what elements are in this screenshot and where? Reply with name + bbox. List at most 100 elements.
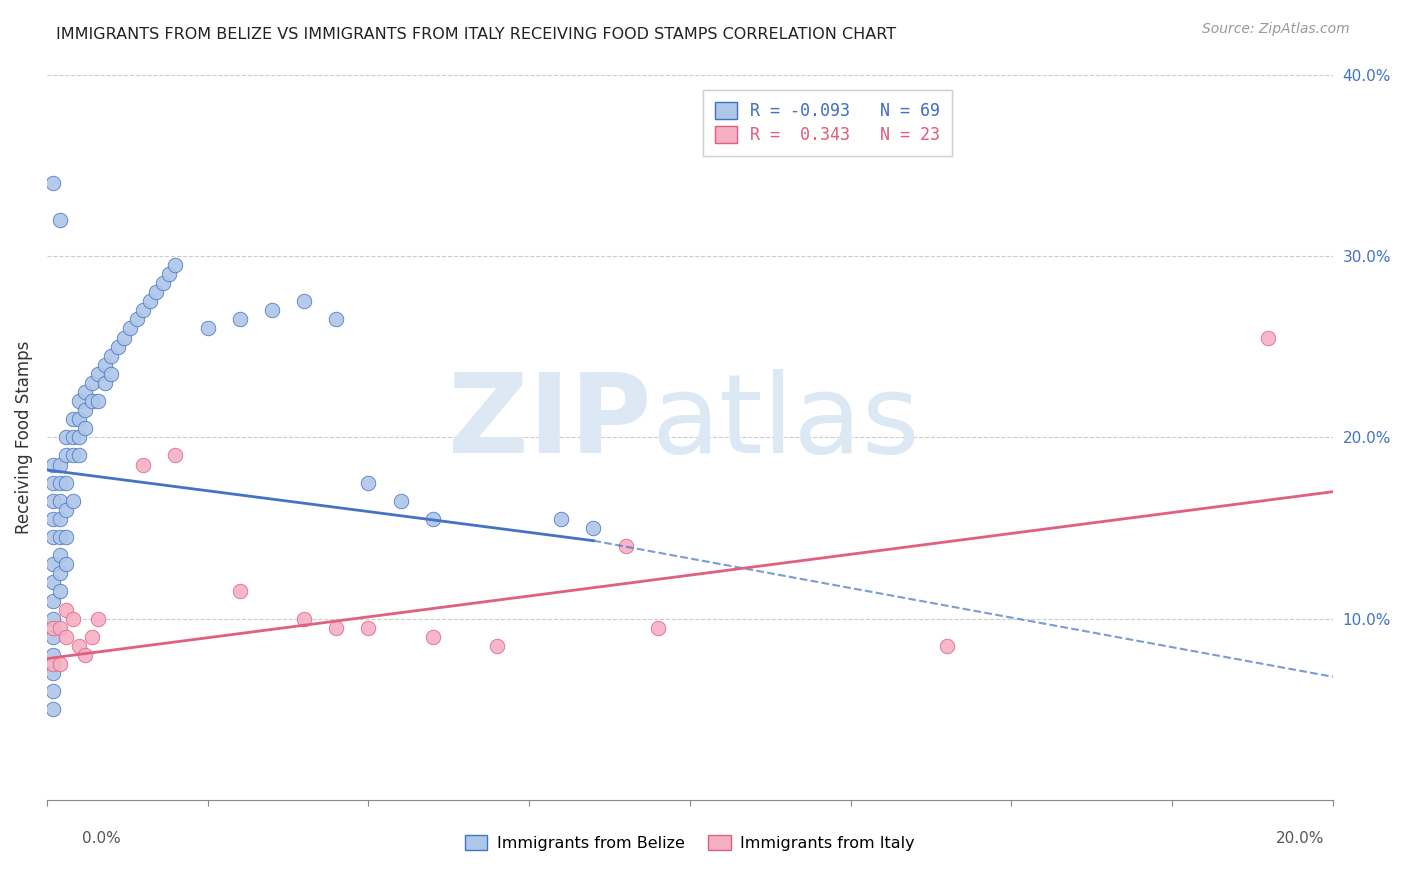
Point bbox=[55, 475, 77, 490]
Point bbox=[292, 294, 315, 309]
Text: IMMIGRANTS FROM BELIZE VS IMMIGRANTS FROM ITALY RECEIVING FOOD STAMPS CORRELATIO: IMMIGRANTS FROM BELIZE VS IMMIGRANTS FRO… bbox=[56, 27, 897, 42]
Point bbox=[55, 558, 77, 572]
Point bbox=[87, 367, 110, 381]
Point bbox=[80, 630, 103, 644]
Point bbox=[42, 458, 65, 472]
Point bbox=[48, 657, 70, 671]
Point bbox=[260, 303, 283, 318]
Text: Source: ZipAtlas.com: Source: ZipAtlas.com bbox=[1202, 22, 1350, 37]
Point bbox=[48, 493, 70, 508]
Point bbox=[80, 394, 103, 409]
Point bbox=[229, 312, 252, 326]
Point bbox=[42, 558, 65, 572]
Point bbox=[42, 177, 65, 191]
Legend: R = -0.093   N = 69, R =  0.343   N = 23: R = -0.093 N = 69, R = 0.343 N = 23 bbox=[703, 90, 952, 155]
Point bbox=[55, 503, 77, 517]
Y-axis label: Receiving Food Stamps: Receiving Food Stamps bbox=[15, 341, 32, 534]
Point bbox=[936, 639, 959, 653]
Point bbox=[165, 449, 187, 463]
Point bbox=[48, 475, 70, 490]
Text: ZIP: ZIP bbox=[449, 369, 651, 476]
Point bbox=[42, 648, 65, 662]
Point bbox=[48, 566, 70, 581]
Point bbox=[42, 575, 65, 590]
Point bbox=[67, 394, 90, 409]
Point bbox=[48, 621, 70, 635]
Point bbox=[75, 403, 97, 417]
Text: 0.0%: 0.0% bbox=[82, 831, 121, 846]
Point bbox=[55, 449, 77, 463]
Point bbox=[42, 530, 65, 544]
Point bbox=[42, 612, 65, 626]
Point bbox=[67, 412, 90, 426]
Point bbox=[42, 621, 65, 635]
Point bbox=[62, 412, 84, 426]
Point bbox=[100, 349, 122, 363]
Point bbox=[152, 276, 174, 290]
Point bbox=[112, 330, 135, 344]
Point bbox=[75, 421, 97, 435]
Point bbox=[75, 384, 97, 399]
Point bbox=[325, 621, 347, 635]
Point bbox=[292, 612, 315, 626]
Point bbox=[42, 657, 65, 671]
Point bbox=[67, 449, 90, 463]
Point bbox=[42, 684, 65, 698]
Point bbox=[48, 458, 70, 472]
Point bbox=[550, 512, 572, 526]
Text: atlas: atlas bbox=[651, 369, 920, 476]
Point bbox=[48, 548, 70, 562]
Point bbox=[614, 539, 637, 553]
Point bbox=[48, 512, 70, 526]
Point bbox=[55, 530, 77, 544]
Point bbox=[647, 621, 669, 635]
Point bbox=[87, 612, 110, 626]
Point bbox=[325, 312, 347, 326]
Point bbox=[157, 267, 180, 281]
Point bbox=[55, 430, 77, 444]
Point bbox=[48, 530, 70, 544]
Point bbox=[125, 312, 148, 326]
Point bbox=[357, 475, 380, 490]
Point bbox=[197, 321, 219, 335]
Point bbox=[42, 512, 65, 526]
Point bbox=[422, 512, 444, 526]
Point bbox=[422, 630, 444, 644]
Point bbox=[1257, 330, 1279, 344]
Point bbox=[132, 303, 155, 318]
Point bbox=[42, 702, 65, 716]
Point bbox=[42, 593, 65, 607]
Point bbox=[62, 493, 84, 508]
Point bbox=[94, 376, 117, 390]
Point bbox=[42, 666, 65, 681]
Point bbox=[94, 358, 117, 372]
Point bbox=[357, 621, 380, 635]
Point bbox=[100, 367, 122, 381]
Point bbox=[485, 639, 508, 653]
Point bbox=[165, 258, 187, 272]
Point bbox=[42, 493, 65, 508]
Point bbox=[582, 521, 605, 535]
Point bbox=[67, 430, 90, 444]
Point bbox=[132, 458, 155, 472]
Point bbox=[139, 294, 162, 309]
Point bbox=[62, 449, 84, 463]
Point bbox=[42, 630, 65, 644]
Point bbox=[42, 475, 65, 490]
Point bbox=[75, 648, 97, 662]
Point bbox=[67, 639, 90, 653]
Point bbox=[48, 212, 70, 227]
Point bbox=[145, 285, 167, 300]
Point bbox=[48, 584, 70, 599]
Point bbox=[389, 493, 412, 508]
Point bbox=[120, 321, 142, 335]
Point bbox=[55, 630, 77, 644]
Text: 20.0%: 20.0% bbox=[1277, 831, 1324, 846]
Point bbox=[87, 394, 110, 409]
Point bbox=[229, 584, 252, 599]
Point bbox=[55, 602, 77, 616]
Point bbox=[62, 612, 84, 626]
Point bbox=[107, 340, 129, 354]
Point bbox=[80, 376, 103, 390]
Point bbox=[62, 430, 84, 444]
